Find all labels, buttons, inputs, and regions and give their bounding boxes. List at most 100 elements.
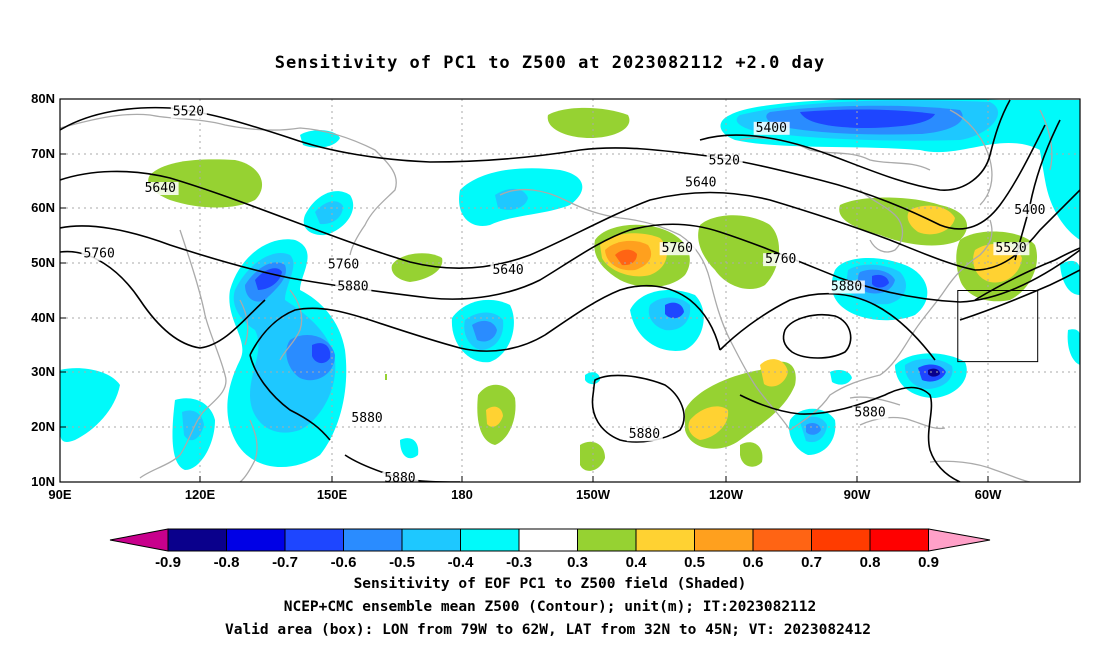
colorbar-swatch	[635, 528, 695, 552]
coast-china	[139, 229, 227, 479]
coast-sa	[929, 460, 1031, 482]
colorbar-swatch	[752, 528, 812, 552]
contour-label-bg	[142, 182, 179, 196]
shade-negative-kuril-2	[315, 201, 343, 225]
contour-label: 5640	[145, 181, 176, 196]
colorbar-swatch	[226, 528, 286, 552]
lon-label: 60W	[975, 487, 1002, 502]
contour-label-bg	[706, 154, 743, 168]
contour-5880-se	[739, 386, 961, 482]
contour-label: 5760	[662, 241, 693, 256]
shade-negative-carib	[830, 370, 852, 385]
valid-area-box	[957, 290, 1039, 363]
coast-asia	[60, 113, 397, 256]
graticule	[60, 99, 1080, 482]
contour-label: 5880	[831, 280, 862, 295]
lon-label: 150W	[576, 487, 611, 502]
contour-label-bg	[683, 176, 720, 190]
shade-positive-pacific-2	[486, 406, 503, 427]
contour-label: 5520	[709, 154, 740, 169]
contour-label-bg	[1012, 203, 1049, 217]
shade-positive-gulf-alaska-4	[615, 249, 637, 266]
lat-label: 40N	[31, 310, 55, 325]
contour-5880	[249, 284, 721, 356]
map-title: Sensitivity of PC1 to Z500 at 2023082112…	[275, 53, 826, 73]
contour-label: 5760	[84, 247, 115, 262]
colorbar-swatch	[577, 528, 637, 552]
map-frame	[59, 98, 1081, 483]
shade-positive-pacific-3	[580, 441, 605, 471]
contour-label: 5880	[629, 427, 660, 442]
map-panel: 5520 5640 5760 5760 5880 5880 5880 5640 5400 5520…	[31, 91, 1081, 502]
lat-labels: 10N 20N 30N 40N 50N 60N 70N 80N	[31, 91, 55, 489]
shade-positive-mexico-3	[760, 359, 788, 387]
contour-label: 5640	[492, 263, 523, 278]
lat-label: 60N	[31, 200, 55, 215]
shade-negative-atl-4	[928, 368, 940, 377]
colorbar-label: -0.6	[331, 554, 357, 571]
contour-label-bg	[626, 428, 663, 442]
shade-negative-hawaii	[585, 372, 600, 385]
colorbar-label: -0.9	[155, 554, 181, 571]
contour-5760	[60, 223, 1080, 303]
shade-negative-dateline-3	[472, 320, 497, 342]
contour-label-bg	[763, 253, 800, 267]
caption: Sensitivity of EOF PC1 to Z500 field (Sh…	[225, 576, 871, 638]
lon-label: 120E	[185, 487, 216, 502]
lat-label: 80N	[31, 91, 55, 106]
colorbar-label: 0.8	[860, 554, 881, 571]
coast-korea	[239, 299, 249, 346]
coast-caribbean	[859, 416, 946, 430]
contour-labels: 5520 5640 5760 5760 5880 5880 5880 5640 5400 5520…	[81, 104, 1049, 486]
colorbar-swatch	[694, 528, 754, 552]
contour-label-bg	[828, 280, 865, 294]
contour-5400	[699, 99, 1011, 191]
colorbar-label: -0.5	[389, 554, 415, 571]
contour-label-bg	[81, 247, 118, 261]
colorbar-label: -0.8	[214, 554, 240, 571]
colorbar-swatch	[869, 528, 929, 552]
contour-label: 5880	[351, 411, 382, 426]
contour-5880c	[719, 292, 936, 361]
shade-negative-small	[400, 438, 419, 459]
contour-label: 5520	[995, 241, 1026, 256]
shade-positive-arctic	[547, 107, 630, 138]
colorbar-swatch	[167, 528, 227, 552]
contour-label: 5400	[756, 121, 787, 136]
shade-positive-mexico-2	[688, 406, 729, 440]
contour-label: 5640	[685, 176, 716, 191]
shade-negative-scs	[60, 368, 120, 442]
caption-line-1: Sensitivity of EOF PC1 to Z500 field (Sh…	[354, 576, 747, 592]
contour-label-bg	[335, 280, 372, 294]
lon-label: 150E	[317, 487, 348, 502]
coast-na-east	[914, 219, 993, 331]
shade-negative-atl-e	[1060, 260, 1080, 295]
colorbar-label: -0.7	[272, 554, 298, 571]
colorbar-swatch	[284, 528, 344, 552]
lat-label: 30N	[31, 364, 55, 379]
colorbar-swatch	[401, 528, 461, 552]
contour-5880-loop	[782, 314, 852, 359]
contour-label: 5520	[173, 104, 204, 119]
contour-east2	[959, 269, 1080, 321]
contour-5880b	[249, 354, 331, 441]
shade-positive-pacific-5	[385, 374, 387, 380]
coast-greenland	[949, 109, 993, 206]
contour-label-bg	[993, 242, 1030, 256]
shade-negative-alaska	[300, 130, 340, 148]
colorbar-label: 0.3	[567, 554, 588, 571]
coast-japan	[279, 289, 303, 361]
z500-contours	[60, 99, 1080, 482]
shade-positive-siberia	[148, 159, 263, 208]
lat-label: 20N	[31, 419, 55, 434]
colorbar-high-arrow	[928, 528, 991, 552]
contour-east	[974, 247, 1080, 301]
colorbar-label: -0.4	[448, 554, 475, 571]
lon-label: 180	[451, 487, 473, 502]
colorbar-swatch	[460, 528, 520, 552]
tick-marks	[60, 98, 989, 483]
contour-5520	[60, 106, 1046, 230]
caption-line-2: NCEP+CMC ensemble mean Z500 (Contour); u…	[284, 599, 817, 615]
contour-label: 5880	[854, 405, 885, 420]
